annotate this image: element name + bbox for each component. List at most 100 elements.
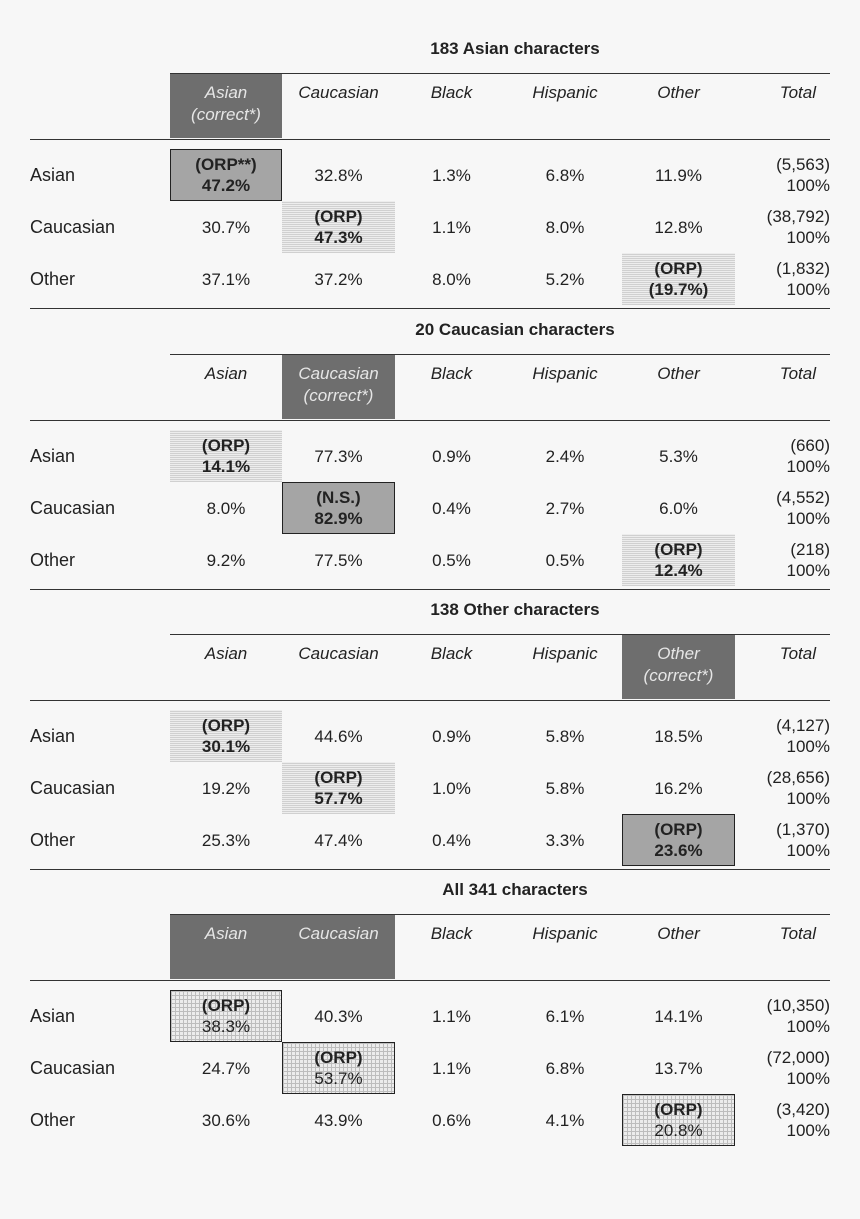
section-bottom-rule	[30, 869, 830, 870]
total-cell-caucasian: (72,000) 100%	[750, 1042, 830, 1094]
column-header-label: Other	[657, 83, 700, 102]
cell-asian-other: 18.5%	[622, 710, 735, 762]
cell-value: 1.3%	[432, 165, 471, 185]
column-header-hispanic: Hispanic	[508, 74, 622, 138]
column-header-caucasian: Caucasian	[282, 915, 395, 979]
cell-caucasian-black: 1.1%	[395, 201, 508, 253]
cell-other-hispanic: 4.1%	[508, 1094, 622, 1146]
cell-caucasian-hispanic: 6.8%	[508, 1042, 622, 1094]
cell-value: 12.4%	[654, 561, 703, 580]
column-header-label: Hispanic	[532, 364, 598, 383]
header-bottom-rule	[30, 980, 830, 981]
column-header-black: Black	[395, 355, 508, 419]
cell-value: 3.3%	[545, 830, 585, 850]
cell-value: (19.7%)	[648, 280, 709, 299]
header-rule	[170, 914, 830, 915]
cell-asian-other: 5.3%	[622, 430, 735, 482]
cell-value: 9.2%	[206, 550, 246, 570]
total-cell-other: (3,420) 100%	[750, 1094, 830, 1146]
total-percent: 100%	[786, 1017, 830, 1036]
total-count: (1,832)	[776, 259, 830, 278]
total-count: (218)	[790, 540, 830, 559]
cell-value: 47.3%	[314, 228, 363, 247]
cell-value: 37.1%	[201, 269, 251, 289]
total-cell-other: (1,832) 100%	[750, 253, 830, 305]
cell-other-asian: 9.2%	[170, 534, 282, 586]
cell-value: 1.1%	[432, 1058, 471, 1078]
total-count: (28,656)	[766, 768, 830, 787]
cell-value: 5.3%	[659, 446, 698, 466]
column-header-label: Asian	[204, 364, 248, 383]
cell-value: 6.0%	[659, 498, 698, 518]
table-section-2: 20 Caucasian characters Asian Caucasian (co…	[0, 317, 860, 597]
cell-value: 14.1%	[654, 1006, 703, 1026]
column-header-label: Asian	[204, 924, 248, 943]
total-count: (660)	[790, 436, 830, 455]
cell-other-other: (ORP) 23.6%	[622, 814, 735, 866]
cell-annotation: (ORP)	[654, 540, 703, 559]
cell-value: 53.7%	[314, 1069, 363, 1088]
cell-value: 12.8%	[654, 217, 703, 237]
section-bottom-rule	[30, 589, 830, 590]
cell-value: 8.0%	[545, 217, 585, 237]
cell-other-hispanic: 3.3%	[508, 814, 622, 866]
cell-annotation: (N.S.)	[316, 488, 361, 507]
cell-value: 20.8%	[654, 1121, 703, 1140]
cell-other-other: (ORP) 20.8%	[622, 1094, 735, 1146]
cell-other-hispanic: 0.5%	[508, 534, 622, 586]
cell-annotation: (ORP)	[654, 259, 703, 278]
column-header-label: Other	[657, 364, 700, 383]
header-bottom-rule	[30, 420, 830, 421]
cell-other-asian: 30.6%	[170, 1094, 282, 1146]
cell-asian-hispanic: 2.4%	[508, 430, 622, 482]
column-header-label: Caucasian	[298, 924, 379, 943]
column-header-label: Black	[430, 364, 473, 383]
column-header-label: Caucasian	[298, 644, 379, 663]
cell-caucasian-hispanic: 5.8%	[508, 762, 622, 814]
cell-asian-asian: (ORP) 38.3%	[170, 990, 282, 1042]
cell-value: 19.2%	[201, 778, 251, 798]
cell-asian-caucasian: 40.3%	[282, 990, 395, 1042]
column-header-label: Asian	[204, 644, 248, 663]
cell-asian-black: 0.9%	[395, 430, 508, 482]
header-rule	[170, 73, 830, 74]
cell-asian-asian: (ORP**) 47.2%	[170, 149, 282, 201]
total-percent: 100%	[786, 789, 830, 808]
cell-value: 0.5%	[432, 550, 471, 570]
cell-value: 43.9%	[314, 1110, 363, 1130]
column-header-hispanic: Hispanic	[508, 355, 622, 419]
row-label-other: Other	[30, 1110, 76, 1130]
column-header-label: Black	[430, 83, 473, 102]
cell-other-asian: 25.3%	[170, 814, 282, 866]
cell-value: 0.4%	[432, 830, 471, 850]
cell-value: 0.9%	[432, 726, 471, 746]
column-header-label: Other	[657, 924, 700, 943]
total-percent: 100%	[786, 176, 830, 195]
section-title: 183 Asian characters	[430, 39, 600, 58]
total-count: (72,000)	[766, 1048, 830, 1067]
cell-value: 5.8%	[545, 778, 585, 798]
cell-value: 4.1%	[545, 1110, 585, 1130]
column-header-total: Total	[750, 915, 816, 979]
cell-value: 5.8%	[545, 726, 585, 746]
row-label-other: Other	[30, 550, 76, 570]
cell-other-asian: 37.1%	[170, 253, 282, 305]
row-label-caucasian: Caucasian	[30, 217, 116, 237]
row-label-asian: Asian	[30, 165, 76, 185]
column-header-asian: Asian	[170, 635, 282, 699]
cell-annotation: (ORP)	[201, 996, 251, 1015]
cell-value: 6.1%	[545, 1006, 585, 1026]
column-header-label: Total	[779, 924, 816, 943]
cell-caucasian-other: 6.0%	[622, 482, 735, 534]
correct-marker: (correct*)	[303, 386, 374, 405]
column-header-label: Asian	[204, 83, 248, 102]
cell-value: 38.3%	[201, 1017, 251, 1036]
total-percent: 100%	[786, 1069, 830, 1088]
row-label-other: Other	[30, 830, 76, 850]
cell-caucasian-asian: 8.0%	[170, 482, 282, 534]
column-header-hispanic: Hispanic	[508, 635, 622, 699]
cell-value: 2.4%	[545, 446, 585, 466]
cell-value: 0.9%	[432, 446, 471, 466]
cell-value: 8.0%	[206, 498, 246, 518]
cell-value: 23.6%	[654, 841, 703, 860]
